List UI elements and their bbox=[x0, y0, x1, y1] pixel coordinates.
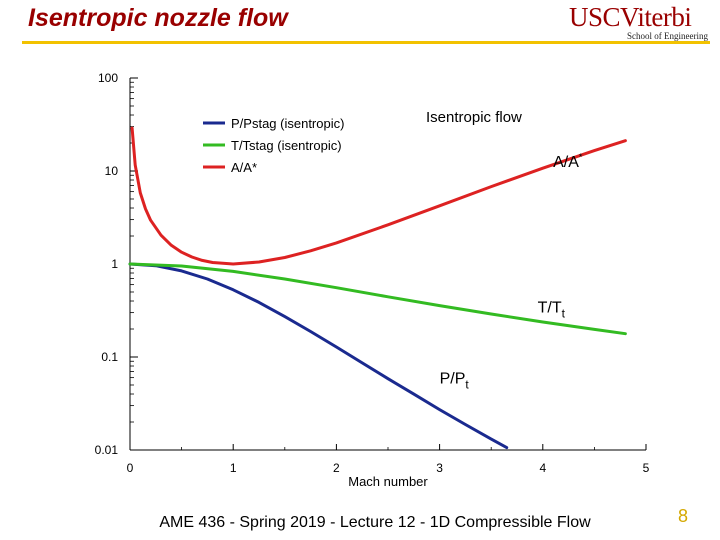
curve-annotation-0: A/A* bbox=[553, 152, 583, 171]
legend-label-0: P/Pstag (isentropic) bbox=[231, 116, 344, 131]
x-tick-label: 2 bbox=[333, 461, 340, 475]
y-tick-label: 0.1 bbox=[101, 350, 118, 364]
y-tick-label: 100 bbox=[98, 71, 118, 85]
series-line-1 bbox=[128, 262, 627, 336]
legend-label-1: T/Tstag (isentropic) bbox=[231, 138, 342, 153]
x-tick-label: 0 bbox=[127, 461, 134, 475]
x-tick-label: 1 bbox=[230, 461, 237, 475]
usc-viterbi-logo: USCViterbi School of Engineering bbox=[569, 2, 714, 42]
logo-subtext: School of Engineering bbox=[627, 31, 708, 41]
legend-label-2: A/A* bbox=[231, 160, 257, 175]
x-axis-label: Mach number bbox=[348, 474, 428, 489]
curve-annotation-1: T/Tt bbox=[538, 300, 566, 321]
y-tick-label: 1 bbox=[111, 257, 118, 271]
footer-text: AME 436 - Spring 2019 - Lecture 12 - 1D … bbox=[159, 514, 591, 531]
series-line-2 bbox=[130, 126, 627, 266]
logo-text: USCViterbi bbox=[569, 2, 692, 32]
chart-title: Isentropic flow bbox=[426, 109, 522, 126]
curve-annotation-2: P/Pt bbox=[440, 370, 470, 391]
x-tick-label: 4 bbox=[539, 461, 546, 475]
title-rule bbox=[22, 41, 710, 44]
y-tick-label: 0.01 bbox=[95, 443, 119, 457]
x-tick-label: 3 bbox=[436, 461, 443, 475]
series-line-0 bbox=[128, 262, 509, 450]
slide-title: Isentropic nozzle flow bbox=[28, 4, 288, 32]
y-tick-label: 10 bbox=[105, 164, 119, 178]
page-number: 8 bbox=[678, 506, 689, 526]
x-tick-label: 5 bbox=[643, 461, 650, 475]
